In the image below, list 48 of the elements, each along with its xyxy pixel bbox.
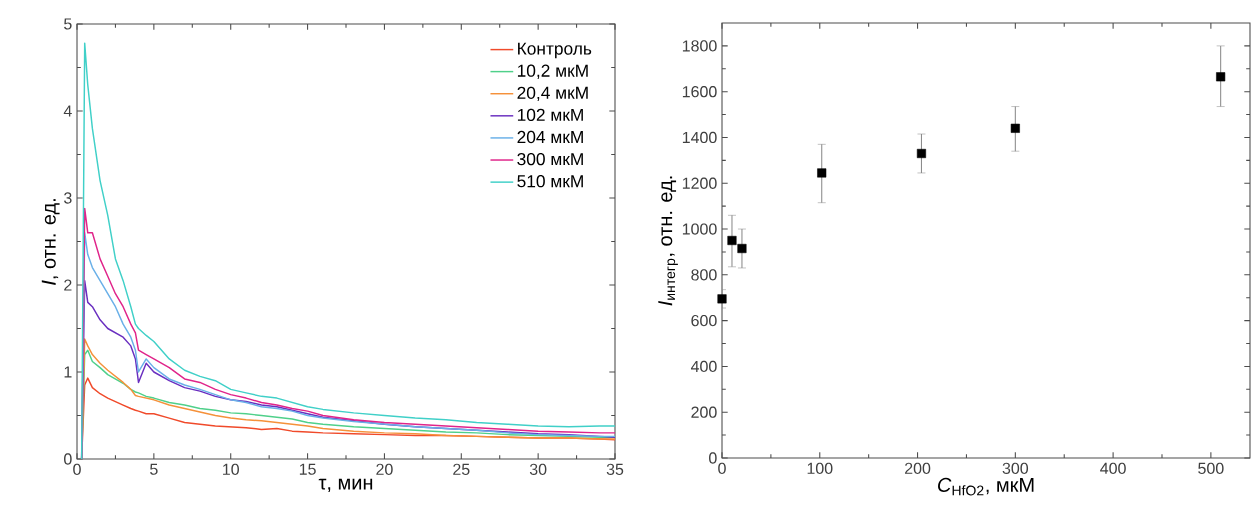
legend-label: 204 мкМ <box>517 130 583 144</box>
y-tick-label: 800 <box>691 269 717 281</box>
x-tick-label: 30 <box>529 463 547 476</box>
x-tick-label: 500 <box>1198 462 1224 475</box>
legend-label: 300 мкМ <box>517 152 583 166</box>
legend-label: 510 мкМ <box>517 175 583 188</box>
x-tick-label: 10 <box>223 463 239 476</box>
point <box>737 243 747 254</box>
y-tick-label: 600 <box>691 314 717 327</box>
y-tick-label: 3 <box>64 192 72 204</box>
x-tick-label: 0 <box>718 462 726 475</box>
x-tick-label: 5 <box>150 463 158 475</box>
y-tick-label: 0 <box>64 453 72 465</box>
legend-label: 102 мкМ <box>517 108 583 122</box>
x-axis-title: C$_{HfO2}$, мкМ <box>938 477 1034 496</box>
point <box>1010 123 1020 133</box>
legend-label: Контроль <box>518 42 592 59</box>
x-tick-label: 0 <box>73 463 81 476</box>
x-axis-title: τ, мин <box>318 478 373 492</box>
point <box>1216 72 1226 82</box>
y-tick-label: 5 <box>64 18 72 30</box>
point <box>916 148 926 159</box>
x-tick-label: 400 <box>1100 462 1126 475</box>
legend-label: 10,2 мкМ <box>517 64 588 79</box>
y-tick-label: 1400 <box>682 131 717 144</box>
y-tick-label: 1800 <box>682 40 717 52</box>
x-tick-label: 200 <box>905 462 931 475</box>
x-tick-label: 100 <box>807 462 833 475</box>
x-tick-label: 15 <box>299 463 316 475</box>
y-tick-label: 400 <box>690 360 717 373</box>
x-tick-label: 20 <box>376 463 393 476</box>
y-tick-label: 2 <box>64 279 72 291</box>
x-tick-label: 25 <box>453 463 470 476</box>
point <box>727 235 737 246</box>
point <box>717 294 727 304</box>
y-tick-label: 1 <box>64 366 72 378</box>
y-axis-title: I$_{интегр}$, отн. ед. <box>658 176 678 306</box>
y-tick-label: 1600 <box>682 86 717 98</box>
x-tick-label: 300 <box>1002 462 1029 475</box>
legend-label: 20,4 мкМ <box>517 86 588 101</box>
x-tick-label: 35 <box>606 463 624 476</box>
y-tick-label: 1200 <box>682 177 717 189</box>
y-tick-label: 4 <box>63 105 72 117</box>
point <box>817 168 827 178</box>
y-tick-label: 1000 <box>682 223 717 235</box>
y-tick-label: 0 <box>709 452 717 464</box>
y-tick-label: 200 <box>691 406 717 418</box>
y-axis-title: I, отн. ед. <box>41 199 60 285</box>
